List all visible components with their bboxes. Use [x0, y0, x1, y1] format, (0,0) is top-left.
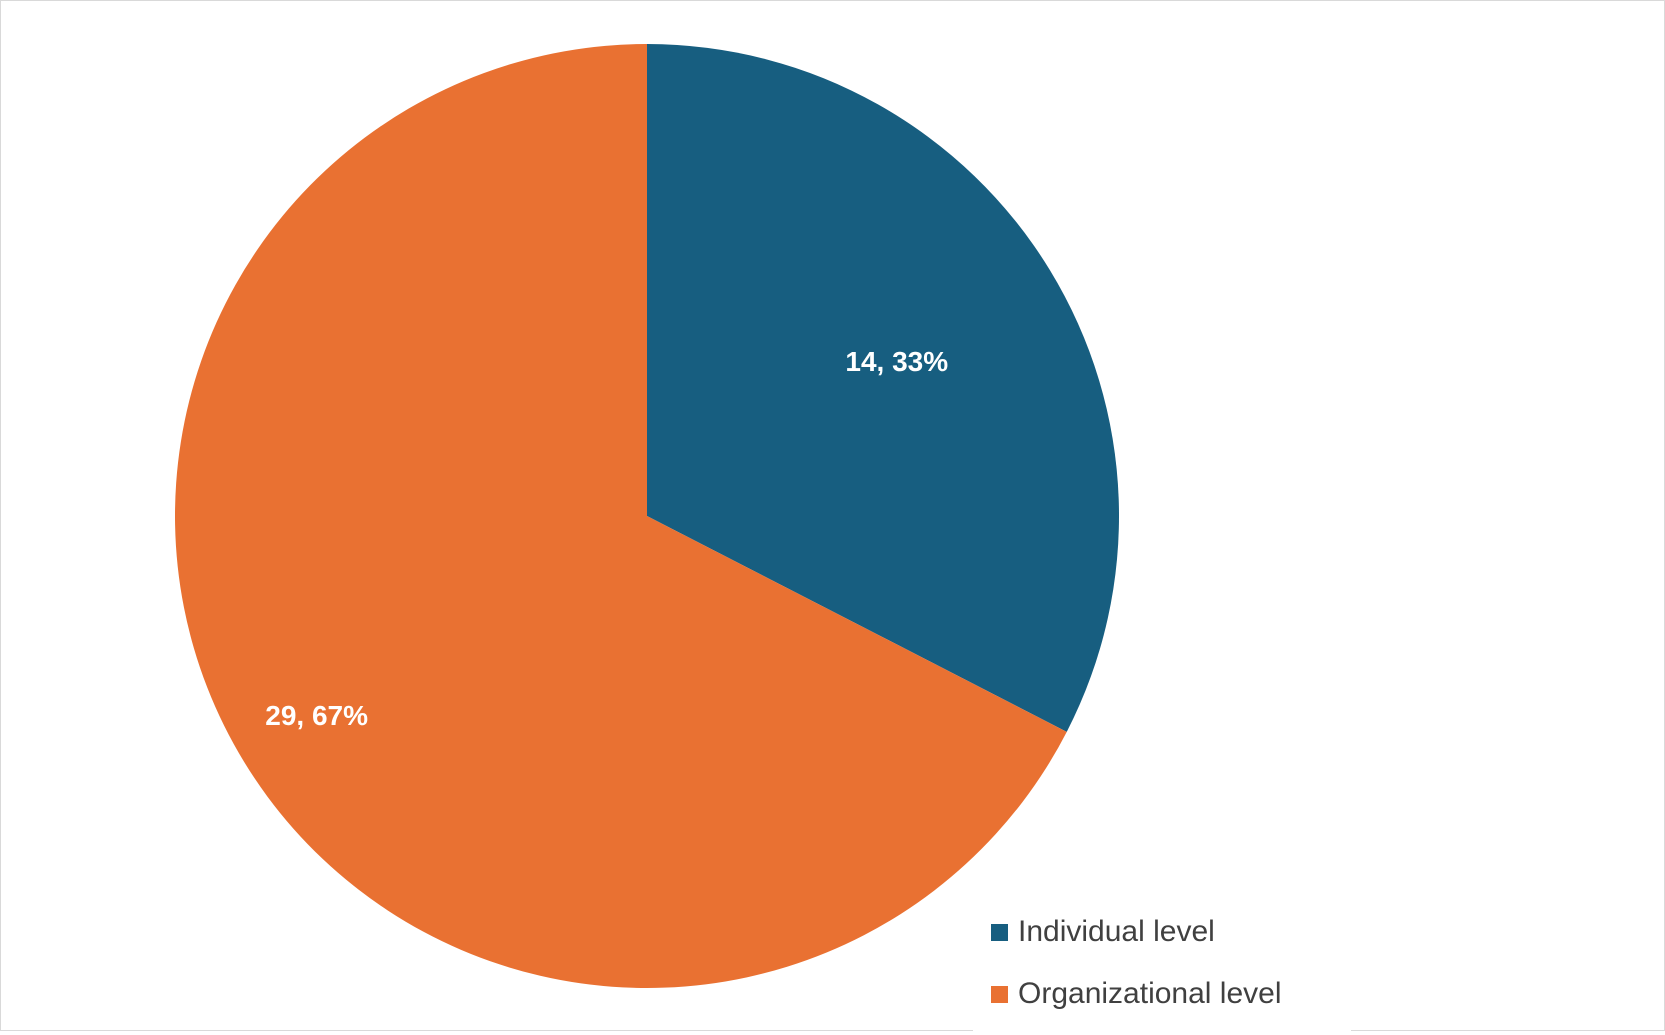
- legend-swatch-organizational: [991, 985, 1008, 1003]
- legend-item-organizational: Organizational level: [991, 963, 1351, 1025]
- legend-label-organizational: Organizational level: [1018, 977, 1282, 1010]
- pie-slice-organizational: [175, 44, 1067, 988]
- data-label-organizational: 29, 67%: [265, 700, 368, 731]
- data-label-individual: 14, 33%: [845, 346, 948, 377]
- legend-item-individual: Individual level: [991, 901, 1351, 963]
- pie-slice-individual: [647, 44, 1120, 732]
- legend-label-individual: Individual level: [1018, 915, 1215, 948]
- legend: Individual level Organizational level: [973, 889, 1351, 1035]
- legend-swatch-individual: [991, 923, 1008, 941]
